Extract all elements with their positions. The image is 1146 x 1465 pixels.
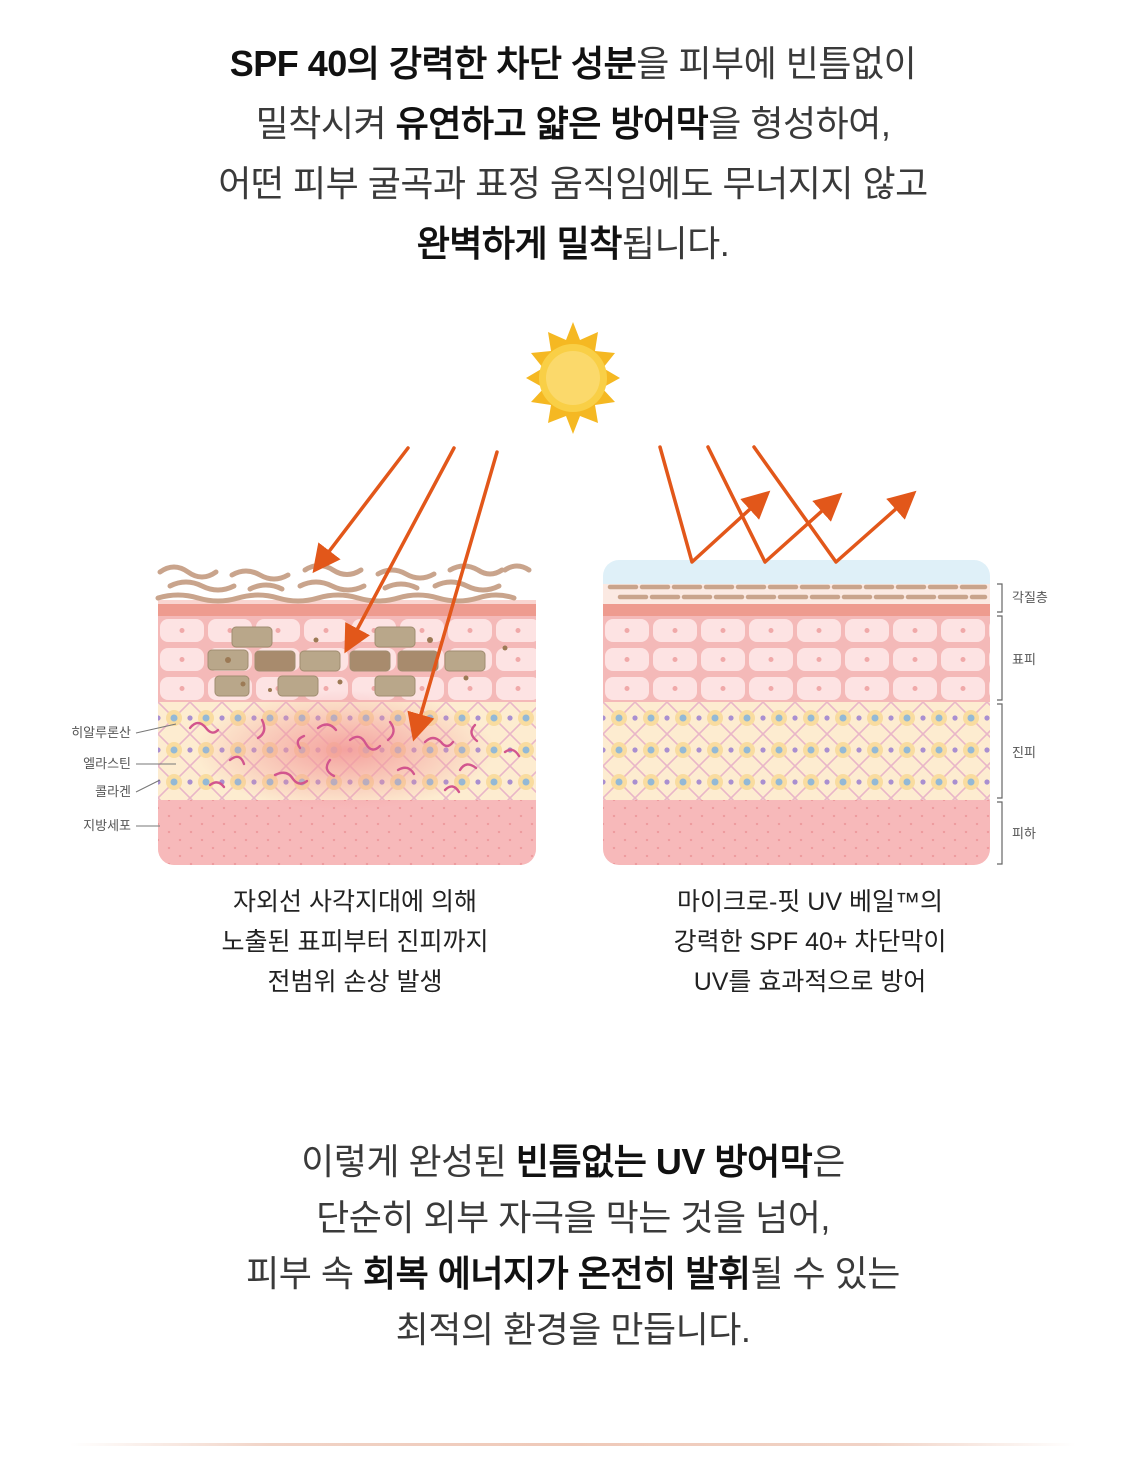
outro-line-1: 이렇게 완성된 빈틈없는 UV 방어막은 xyxy=(301,1141,845,1182)
subcutis-right xyxy=(603,800,990,865)
right-caption: 마이크로-핏 UV 베일™의 강력한 SPF 40+ 차단막이 UV를 효과적으… xyxy=(673,888,947,996)
stratum-flakes xyxy=(155,563,532,604)
uv-rays-reflected xyxy=(658,445,917,564)
uv-reflect-3 xyxy=(752,445,917,564)
left-caption: 자외선 사각지대에 의해 노출된 표피부터 진피까지 전범위 손상 발생 xyxy=(221,888,489,996)
left-structure-labels: 히알루론산 엘라스틴 콜라겐 지방세포 xyxy=(71,723,177,833)
subcutis-left xyxy=(158,800,536,865)
uv-ray-3 xyxy=(407,450,499,742)
label-stratum-corneum: 각질층 xyxy=(1012,590,1048,605)
stratum-damaged xyxy=(158,604,536,616)
uv-reflect-2 xyxy=(706,445,843,564)
intro-line-3: 어떤 피부 굴곡과 표정 움직임에도 무너지지 않고 xyxy=(218,163,928,204)
protected-skin-cross-section: 각질층 표피 진피 피하 xyxy=(603,560,1048,865)
label-fat-cell: 지방세포 xyxy=(83,818,131,833)
outro-text: 이렇게 완성된 빈틈없는 UV 방어막은 단순히 외부 자극을 막는 것을 넘어… xyxy=(0,1134,1146,1358)
dermis-right xyxy=(603,702,990,800)
uv-veil-barrier xyxy=(603,560,990,584)
damaged-fibers xyxy=(188,718,521,794)
stratum-corneum-right xyxy=(607,584,988,600)
label-dermis: 진피 xyxy=(1012,745,1036,760)
epidermis-right xyxy=(603,616,990,702)
intro-line-1: SPF 40의 강력한 차단 성분을 피부에 빈틈없이 xyxy=(229,43,917,84)
layer-brackets xyxy=(997,583,1003,865)
uv-ray-1 xyxy=(312,446,410,574)
unprotected-skin-cross-section: 히알루론산 엘라스틴 콜라겐 지방세포 xyxy=(71,563,536,865)
uv-reflect-1 xyxy=(658,445,771,564)
sun-icon xyxy=(526,322,620,434)
label-elastin: 엘라스틴 xyxy=(83,756,131,771)
intro-line-2: 밀착시켜 유연하고 얇은 방어막을 형성하여, xyxy=(255,103,891,144)
skin-uv-diagram: 히알루론산 엘라스틴 콜라겐 지방세포 xyxy=(71,322,1048,865)
damaged-cells xyxy=(207,626,486,697)
uv-ray-2 xyxy=(344,446,456,654)
label-subcutis: 피하 xyxy=(1012,826,1036,841)
intro-line-4: 완벽하게 밀착됩니다. xyxy=(416,223,730,264)
footer-divider xyxy=(70,1443,1076,1446)
label-epidermis: 표피 xyxy=(1012,652,1036,667)
intro-text: SPF 40의 강력한 차단 성분을 피부에 빈틈없이 밀착시켜 유연하고 얇은… xyxy=(0,34,1146,274)
uv-rays-penetrating xyxy=(312,446,499,742)
label-hyaluronic-acid: 히알루론산 xyxy=(71,725,131,740)
label-collagen: 콜라겐 xyxy=(95,784,131,799)
outro-line-3: 피부 속 회복 에너지가 온전히 발휘될 수 있는 xyxy=(246,1253,900,1294)
outro-line-4: 최적의 환경을 만듭니다. xyxy=(395,1309,751,1350)
outro-line-2: 단순히 외부 자극을 막는 것을 넘어, xyxy=(316,1197,830,1238)
